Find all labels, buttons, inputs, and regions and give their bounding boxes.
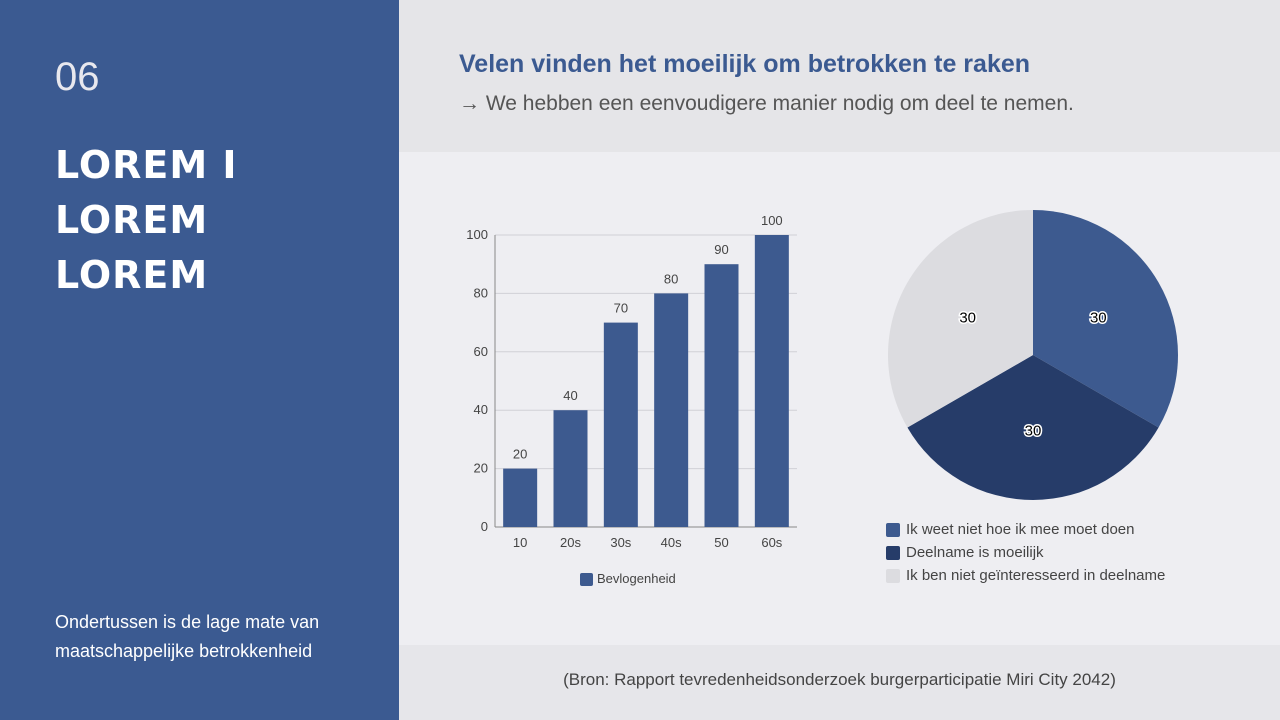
top-band — [399, 0, 1280, 152]
x-tick-label: 60s — [761, 535, 782, 550]
data-label: 30 — [959, 309, 976, 326]
y-tick-label: 60 — [474, 344, 488, 359]
slide-number: 06 — [55, 55, 100, 99]
legend-label: Ik ben niet geïnteresseerd in deelname — [906, 567, 1165, 584]
bar — [654, 293, 689, 527]
legend-label: Deelname is moeilijk — [906, 544, 1044, 561]
legend-swatch — [886, 569, 900, 583]
data-label: 70 — [614, 301, 628, 316]
legend-label: Bevlogenheid — [597, 571, 676, 586]
pie-slice — [907, 355, 1159, 501]
slide-title: LOREM I LOREM LOREM — [55, 143, 238, 297]
x-tick-label: 40s — [661, 535, 682, 550]
x-tick-label: 30s — [610, 535, 631, 550]
data-label: 90 — [714, 242, 728, 257]
y-tick-label: 0 — [481, 519, 488, 534]
data-label: 100 — [761, 213, 783, 228]
x-tick-label: 20s — [560, 535, 581, 550]
data-label: 20 — [513, 447, 527, 462]
data-label: 30 — [1025, 422, 1042, 439]
subheading: → We hebben een eenvoudigere manier nodi… — [459, 92, 1074, 115]
bar — [503, 468, 538, 527]
heading: Velen vinden het moeilijk om betrokken t… — [459, 50, 1031, 78]
bar — [754, 235, 789, 527]
bar — [553, 410, 588, 527]
x-tick-label: 10 — [513, 535, 527, 550]
bar — [603, 322, 638, 527]
data-label: 80 — [664, 271, 678, 286]
legend-swatch — [886, 523, 900, 537]
y-tick-label: 40 — [474, 402, 488, 417]
x-tick-label: 50 — [714, 535, 728, 550]
data-label: 40 — [563, 388, 577, 403]
left-panel — [0, 0, 399, 720]
source: (Bron: Rapport tevredenheidsonderzoek bu… — [563, 670, 1116, 689]
data-label: 30 — [1090, 309, 1107, 326]
y-tick-label: 100 — [466, 227, 488, 242]
bar — [704, 264, 739, 527]
caption: Ondertussen is de lage mate van maatscha… — [55, 612, 320, 661]
pie-slice — [1033, 210, 1179, 428]
y-tick-label: 80 — [474, 285, 488, 300]
pie-slice — [887, 210, 1033, 428]
legend-swatch — [886, 546, 900, 560]
legend-swatch — [580, 573, 593, 586]
bottom-band — [399, 645, 1280, 720]
legend-label: Ik weet niet hoe ik mee moet doen — [906, 521, 1134, 538]
y-tick-label: 20 — [474, 461, 488, 476]
